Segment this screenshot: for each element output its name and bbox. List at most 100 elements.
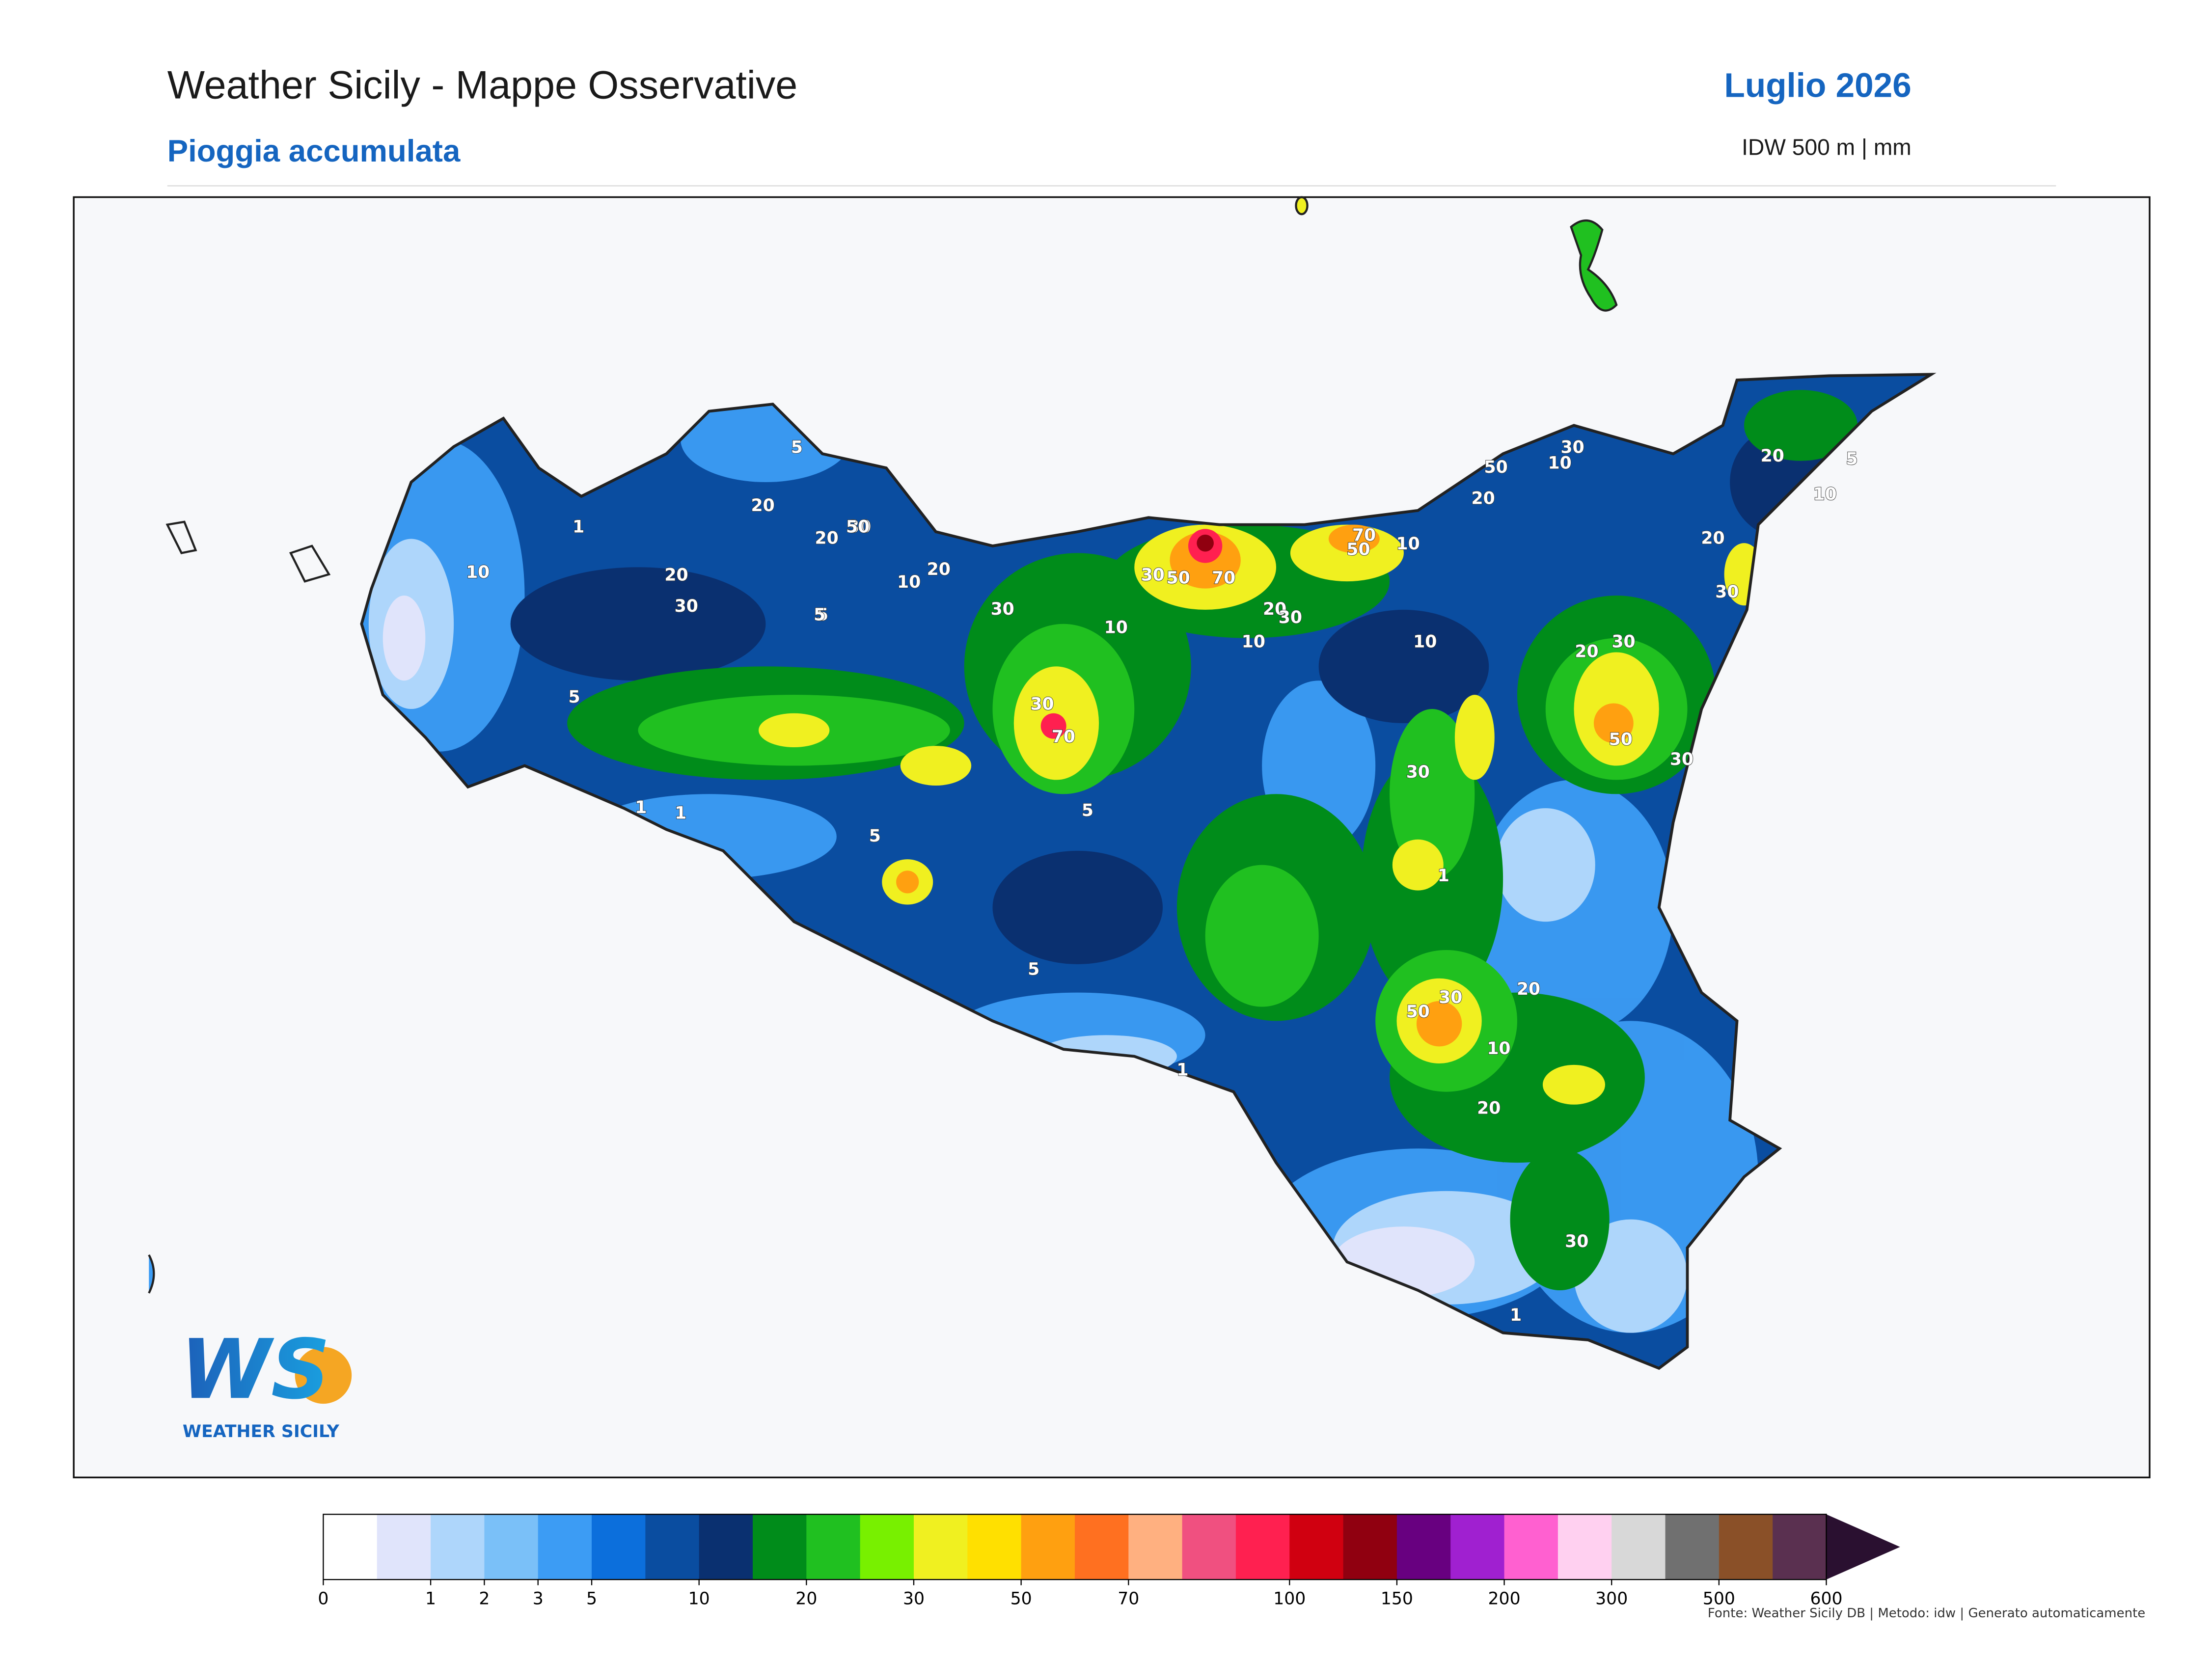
colorbar-bin (323, 1514, 378, 1580)
logo-mark: WS (180, 1322, 330, 1417)
contour-label: 50 (1167, 568, 1190, 588)
colorbar-bin (1235, 1514, 1290, 1580)
contour-label: 70 (1212, 568, 1235, 588)
contour-label: 20 (1472, 489, 1495, 509)
colorbar-bin (1719, 1514, 1774, 1580)
colorbar-tick-label: 2 (479, 1589, 490, 1609)
colorbar-tick-label: 1 (425, 1589, 436, 1609)
logo: WS WEATHER SICILY (180, 1322, 352, 1441)
colorbar-bin (860, 1514, 914, 1580)
contour-label: 70 (1052, 727, 1075, 747)
contour-label: 50 (1484, 458, 1508, 477)
colorbar-bin (431, 1514, 485, 1580)
title: Weather Sicily - Mappe Osservative (167, 63, 797, 108)
colorbar-bin (1128, 1514, 1183, 1580)
colorbar-bin (1343, 1514, 1397, 1580)
contour-label: 30 (675, 597, 698, 616)
colorbar-bin (1289, 1514, 1344, 1580)
contour-label: 30 (1141, 566, 1165, 585)
contour-label: 50 (1346, 540, 1370, 560)
method: IDW 500 m | mm (1742, 135, 1912, 160)
contour-label: 30 (991, 599, 1014, 619)
contour-label: 5 (869, 826, 881, 846)
contour-label: 20 (1477, 1098, 1501, 1118)
contour-label: 10 (466, 563, 490, 582)
contour-label: 70 (1352, 526, 1376, 545)
contour-label: 30 (1611, 632, 1635, 652)
contour-label: 50 (1609, 730, 1633, 750)
contour-label: 10 (1413, 632, 1437, 652)
colorbar-tick-label: 0 (318, 1589, 328, 1609)
colorbar-bin (1611, 1514, 1666, 1580)
contour-label: 5 (1846, 449, 1857, 469)
colorbar-tick-label: 10 (688, 1589, 710, 1609)
contour-label: 10 (1242, 632, 1265, 652)
contour-label: 10 (1487, 1039, 1510, 1059)
colorbar-bin (1665, 1514, 1720, 1580)
small-islands (148, 196, 1618, 1294)
colorbar-bin (1773, 1514, 1827, 1580)
contour-label: 30 (1439, 988, 1462, 1007)
colorbar-bin (1396, 1514, 1451, 1580)
colorbar-bin (1074, 1514, 1129, 1580)
colorbar-frame (323, 1514, 1827, 1580)
colorbar-bin (1182, 1514, 1236, 1580)
contour-label: 1 (635, 798, 647, 817)
contour-label: 1 (1176, 1060, 1188, 1080)
colorbar-tick-label: 200 (1488, 1589, 1521, 1609)
contour-label: 10 (1548, 453, 1571, 473)
contour-label: 30 (1560, 438, 1584, 458)
colorbar-bin (699, 1514, 753, 1580)
colorbar-tick-label: 50 (1010, 1589, 1032, 1609)
colorbar-tick-label: 30 (903, 1589, 925, 1609)
contour-label: 10 (897, 572, 921, 592)
contour-label: 30 (1030, 694, 1054, 714)
contour-label: 30 (1279, 608, 1302, 627)
logo-name: WEATHER SICILY (183, 1422, 340, 1441)
colorbar-tick-label: 500 (1703, 1589, 1735, 1609)
contour-label: 5 (814, 605, 825, 625)
subtitle: Pioggia accumulata (167, 134, 461, 168)
colorbar-tick-label: 3 (533, 1589, 544, 1609)
colorbar-bin (377, 1514, 431, 1580)
contour-label: 20 (664, 566, 688, 585)
colorbar-tick-label: 20 (795, 1589, 817, 1609)
colorbar-bin (1450, 1514, 1505, 1580)
colorbar-bin (1504, 1514, 1558, 1580)
contour-label: 30 (1565, 1232, 1588, 1251)
colorbar-bin (538, 1514, 592, 1580)
contour-label: 10 (1104, 618, 1128, 637)
contour-label: 20 (1517, 979, 1540, 999)
contour-label: 30 (847, 517, 871, 537)
contour-label: 20 (1575, 642, 1598, 662)
contour-label: 10 (1396, 534, 1420, 554)
contour-label: 30 (1406, 762, 1430, 782)
contour-label: 10 (1813, 485, 1837, 504)
contour-label: 30 (1670, 750, 1693, 769)
contour-label: 5 (569, 687, 580, 707)
colorbar: 0 1 2 3 5 10 20 30 50 70 100 150 200 300 500 600 (318, 1514, 1900, 1609)
colorbar-bin (806, 1514, 861, 1580)
contour-label: 5 (817, 605, 828, 625)
colorbar-tick-label: 300 (1595, 1589, 1628, 1609)
colorbar-bin (967, 1514, 1022, 1580)
colorbar-bin (753, 1514, 807, 1580)
contour-label: 30 (1715, 582, 1739, 602)
colorbar-bin (645, 1514, 700, 1580)
contour-label: 1 (1438, 866, 1449, 886)
contour-label: 50 (1406, 1002, 1430, 1022)
contour-label: 1 (573, 517, 584, 537)
contour-label: 20 (927, 560, 951, 579)
contour-label: 1 (1510, 1305, 1522, 1325)
contour-label: 20 (815, 528, 838, 548)
colorbar-bin (1021, 1514, 1075, 1580)
colorbar-tick-label: 600 (1810, 1589, 1842, 1609)
contour-label: 1 (675, 804, 686, 823)
colorbar-tick-label: 5 (586, 1589, 597, 1609)
colorbar-tick-label: 70 (1118, 1589, 1139, 1609)
colorbar-bin (484, 1514, 539, 1580)
contour-label: 50 (846, 517, 870, 537)
